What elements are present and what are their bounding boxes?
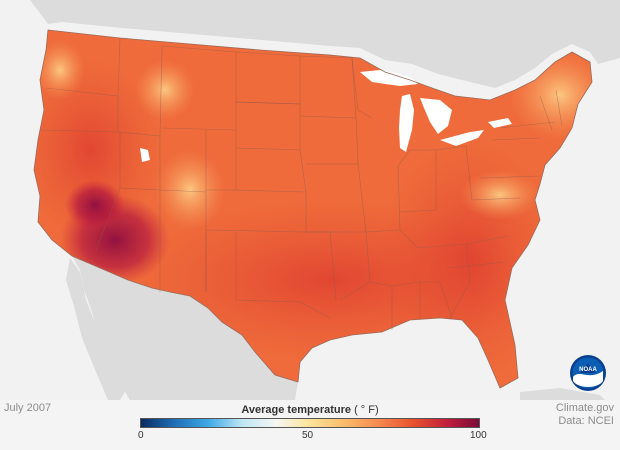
canada-landmass bbox=[0, 0, 620, 88]
legend-max-label: 100 bbox=[470, 430, 487, 441]
death-valley-hot-region bbox=[65, 180, 125, 230]
northern-rockies-cool-region bbox=[135, 60, 195, 120]
lake-ontario bbox=[488, 118, 512, 128]
legend-color-bar bbox=[140, 418, 480, 428]
west-warm-region bbox=[34, 60, 160, 240]
legend: Average temperature ( ° F) 0 50 100 bbox=[138, 404, 487, 442]
noaa-logo-text: NOAA bbox=[579, 367, 597, 373]
lake-huron bbox=[420, 98, 452, 134]
mexico-landmass bbox=[72, 256, 298, 400]
baja-peninsula bbox=[66, 258, 126, 400]
legend-unit: ( ° F) bbox=[354, 404, 379, 416]
date-label: July 2007 bbox=[4, 402, 52, 414]
appalachian-cool-region bbox=[460, 170, 540, 220]
data-source-label: Data: NCEI bbox=[558, 415, 614, 427]
legend-title: Average temperature bbox=[241, 404, 351, 416]
great-salt-lake bbox=[140, 148, 150, 162]
pacific-northwest-cool-region bbox=[35, 40, 85, 100]
legend-ticks: 0 50 100 bbox=[138, 428, 487, 442]
legend-mid-label: 50 bbox=[302, 430, 314, 441]
cuba-landmass bbox=[520, 388, 605, 400]
legend-title-row: Average temperature ( ° F) bbox=[140, 404, 480, 416]
temperature-map: NOAA bbox=[0, 0, 620, 400]
lake-michigan bbox=[399, 94, 414, 152]
legend-min-label: 0 bbox=[138, 430, 144, 441]
credits: Climate.gov Data: NCEI bbox=[556, 402, 614, 428]
state-boundaries bbox=[39, 37, 563, 330]
lake-superior bbox=[360, 70, 418, 86]
noaa-logo-icon: NOAA bbox=[570, 355, 606, 391]
rockies-cool-region bbox=[155, 150, 225, 230]
credit-label: Climate.gov bbox=[555, 402, 614, 414]
lake-erie bbox=[440, 130, 484, 146]
